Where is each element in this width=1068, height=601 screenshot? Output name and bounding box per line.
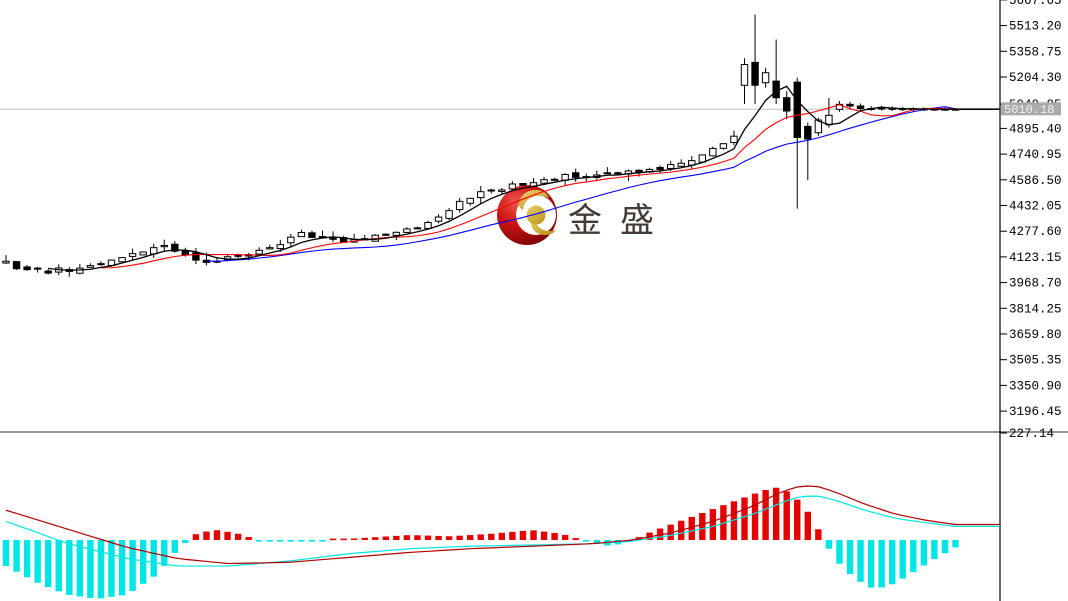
svg-text:4895.40: 4895.40: [1009, 122, 1062, 136]
svg-text:金盛: 金盛: [568, 202, 672, 240]
svg-text:3196.45: 3196.45: [1009, 405, 1062, 419]
svg-text:4586.50: 4586.50: [1009, 174, 1062, 188]
svg-text:5204.30: 5204.30: [1009, 71, 1062, 85]
svg-text:4432.05: 4432.05: [1009, 200, 1062, 214]
svg-text:4123.15: 4123.15: [1009, 251, 1062, 265]
svg-text:3968.70: 3968.70: [1009, 277, 1062, 291]
svg-text:4740.95: 4740.95: [1009, 148, 1062, 162]
svg-text:5358.75: 5358.75: [1009, 45, 1062, 59]
svg-text:3659.80: 3659.80: [1009, 328, 1062, 342]
svg-text:227.14: 227.14: [1009, 427, 1054, 441]
svg-text:4277.60: 4277.60: [1009, 225, 1062, 239]
svg-text:3814.25: 3814.25: [1009, 302, 1062, 316]
svg-text:5667.65: 5667.65: [1009, 0, 1062, 8]
svg-text:5010.18: 5010.18: [1004, 103, 1054, 117]
svg-text:3350.90: 3350.90: [1009, 379, 1062, 393]
svg-text:3505.35: 3505.35: [1009, 354, 1062, 368]
svg-text:5513.20: 5513.20: [1009, 20, 1062, 34]
